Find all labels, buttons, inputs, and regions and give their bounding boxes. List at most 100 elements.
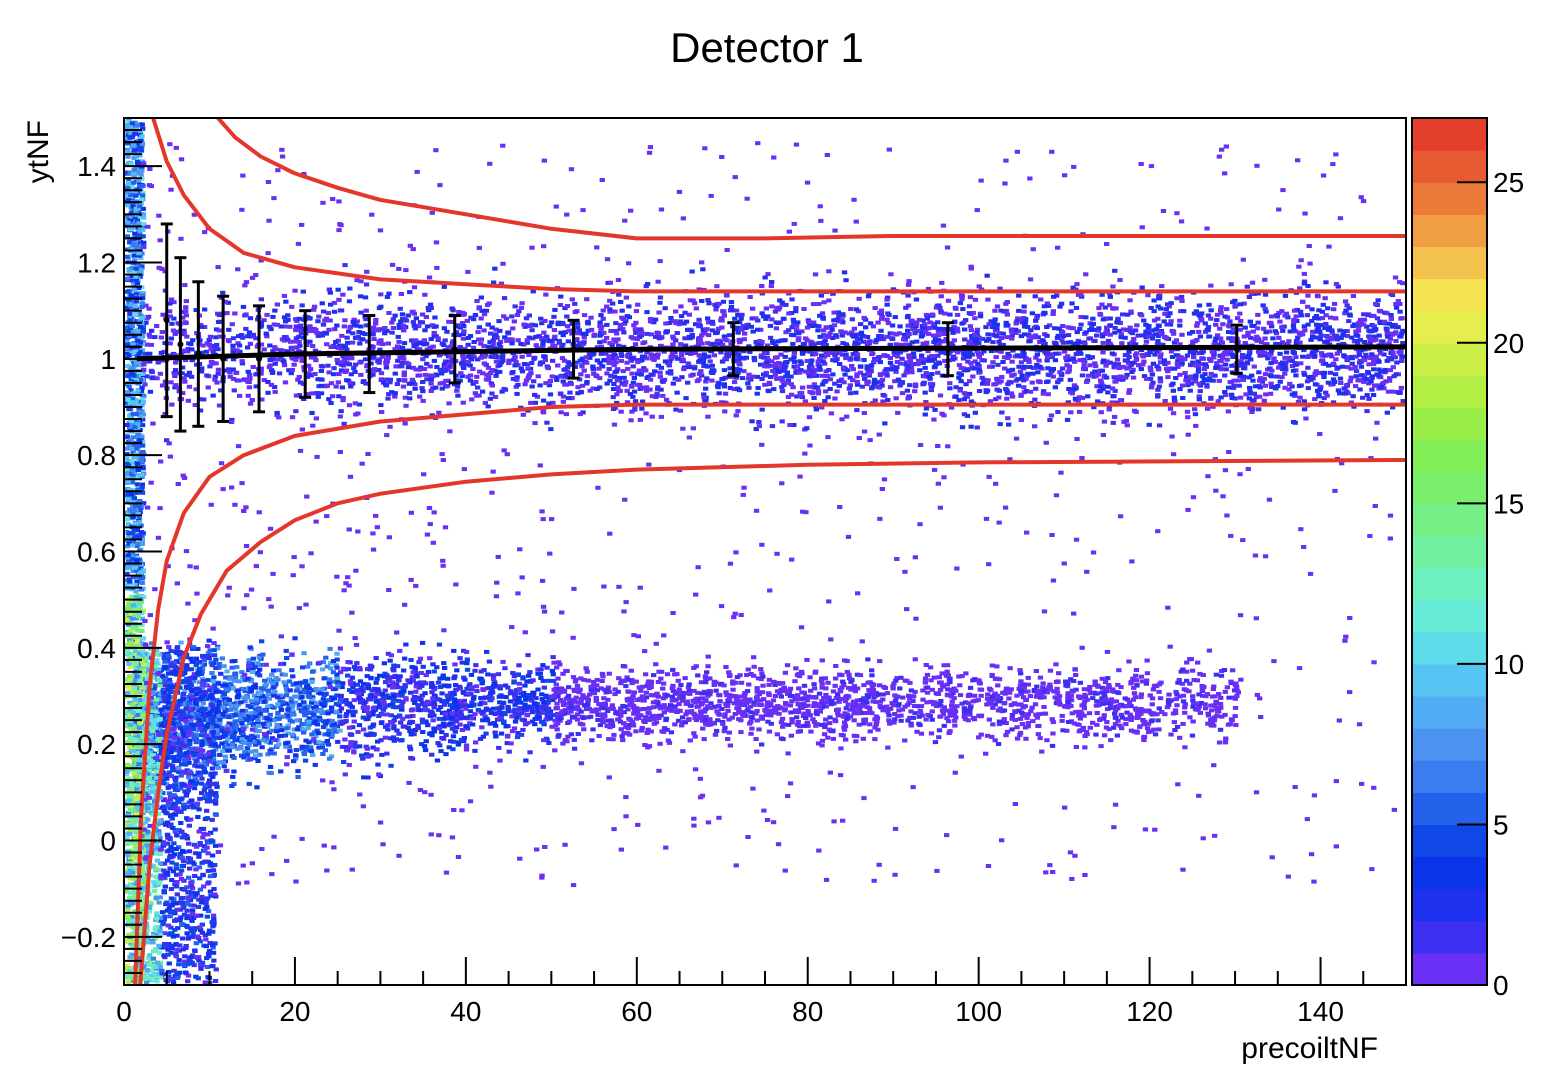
heatmap-cell bbox=[705, 298, 711, 302]
heatmap-cell bbox=[897, 382, 904, 387]
heatmap-cell bbox=[279, 337, 286, 342]
heatmap-cell bbox=[455, 698, 461, 703]
heatmap-cell bbox=[627, 732, 633, 737]
heatmap-cell bbox=[977, 311, 984, 316]
heatmap-cell bbox=[1174, 296, 1180, 301]
heatmap-cell bbox=[928, 388, 934, 393]
heatmap-cell bbox=[459, 321, 466, 325]
heatmap-cell bbox=[1034, 363, 1040, 367]
heatmap-cell bbox=[476, 306, 482, 311]
heatmap-cell bbox=[1277, 379, 1283, 384]
heatmap-cell bbox=[510, 370, 516, 374]
heatmap-cell bbox=[1211, 342, 1217, 347]
heatmap-cell bbox=[1015, 329, 1021, 334]
heatmap-cell bbox=[804, 325, 811, 330]
heatmap-cell bbox=[802, 399, 808, 404]
heatmap-cell bbox=[1199, 356, 1205, 361]
heatmap-cell bbox=[943, 337, 949, 341]
heatmap-cell bbox=[209, 755, 216, 760]
heatmap-cell bbox=[706, 333, 712, 338]
heatmap-cell bbox=[1073, 341, 1079, 346]
heatmap-cell bbox=[306, 722, 312, 727]
heatmap-cell bbox=[986, 322, 992, 327]
heatmap-cell bbox=[249, 661, 255, 666]
heatmap-cell bbox=[1305, 386, 1311, 391]
heatmap-cell bbox=[1155, 367, 1162, 372]
heatmap-cell bbox=[1004, 312, 1010, 317]
heatmap-cell bbox=[558, 294, 564, 299]
heatmap-cell bbox=[857, 364, 864, 369]
heatmap-cell bbox=[1318, 358, 1325, 363]
heatmap-cell bbox=[1152, 352, 1158, 357]
heatmap-cell bbox=[1009, 394, 1016, 399]
heatmap-cell bbox=[1062, 349, 1068, 354]
heatmap-cell bbox=[358, 372, 364, 377]
heatmap-cell bbox=[976, 354, 982, 359]
heatmap-cell bbox=[357, 294, 364, 299]
heatmap-cell bbox=[732, 316, 738, 321]
heatmap-cell bbox=[969, 352, 975, 357]
heatmap-cell bbox=[428, 381, 434, 386]
heatmap-cell bbox=[529, 361, 535, 365]
heatmap-cell bbox=[244, 345, 251, 350]
heatmap-cell bbox=[1157, 376, 1163, 381]
heatmap-cell bbox=[610, 301, 616, 306]
heatmap-cell bbox=[541, 354, 547, 359]
heatmap-cell bbox=[693, 322, 699, 327]
heatmap-cell bbox=[293, 736, 300, 741]
heatmap-cell bbox=[1190, 360, 1196, 365]
heatmap-cell bbox=[830, 372, 836, 377]
heatmap-cell bbox=[1026, 334, 1032, 339]
heatmap-cell bbox=[879, 334, 885, 339]
heatmap-cell bbox=[1255, 312, 1261, 317]
heatmap-cell bbox=[1400, 341, 1406, 345]
heatmap-cell bbox=[1228, 380, 1234, 385]
heatmap-cell bbox=[344, 347, 350, 352]
heatmap-cell bbox=[823, 325, 829, 330]
heatmap-cell bbox=[1187, 350, 1193, 354]
heatmap-cell bbox=[1360, 395, 1366, 400]
heatmap-cell bbox=[305, 392, 311, 397]
heatmap-cell bbox=[893, 396, 899, 401]
heatmap-cell bbox=[1021, 332, 1028, 337]
heatmap-cell bbox=[1112, 722, 1119, 727]
heatmap-cell bbox=[1398, 349, 1404, 353]
heatmap-cell bbox=[614, 392, 620, 397]
heatmap-cell bbox=[1245, 354, 1251, 359]
heatmap-cell bbox=[271, 322, 277, 327]
heatmap-cell bbox=[843, 706, 849, 711]
heatmap-cell bbox=[931, 365, 938, 370]
heatmap-cell bbox=[1294, 308, 1300, 313]
heatmap-cell bbox=[861, 721, 867, 726]
heatmap-cell bbox=[790, 341, 796, 346]
heatmap-cell bbox=[1140, 354, 1146, 359]
heatmap-cell bbox=[876, 432, 882, 437]
heatmap-cell bbox=[492, 266, 498, 271]
heatmap-cell bbox=[1356, 378, 1362, 383]
heatmap-cell bbox=[487, 371, 494, 376]
heatmap-cell bbox=[1297, 340, 1303, 345]
heatmap-cell bbox=[607, 307, 613, 312]
heatmap-cell bbox=[715, 338, 721, 343]
heatmap-cell bbox=[532, 722, 538, 727]
heatmap-cell bbox=[565, 339, 571, 344]
heatmap-cell bbox=[409, 377, 415, 382]
heatmap-cell bbox=[923, 400, 929, 404]
heatmap-cell bbox=[523, 758, 529, 763]
heatmap-cell bbox=[1115, 362, 1121, 367]
heatmap-cell bbox=[654, 393, 660, 398]
heatmap-cell bbox=[1107, 323, 1113, 328]
heatmap-cell bbox=[1321, 375, 1327, 379]
heatmap-cell bbox=[632, 336, 638, 341]
heatmap-cell bbox=[501, 314, 507, 319]
heatmap-cell bbox=[492, 395, 499, 399]
heatmap-cell bbox=[1323, 321, 1329, 326]
heatmap-cell bbox=[945, 298, 952, 303]
heatmap-cell bbox=[606, 361, 612, 366]
heatmap-cell bbox=[297, 343, 303, 348]
heatmap-cell bbox=[318, 377, 324, 382]
heatmap-cell bbox=[1136, 363, 1142, 368]
heatmap-cell bbox=[881, 353, 887, 358]
heatmap-cell bbox=[563, 696, 570, 701]
heatmap-cell bbox=[505, 707, 512, 712]
